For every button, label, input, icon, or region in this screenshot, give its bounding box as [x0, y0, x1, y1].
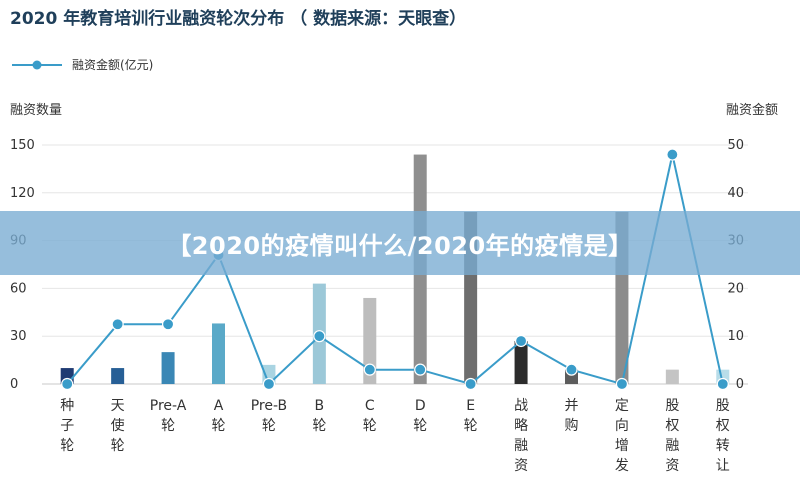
banner-text: 【2020的疫情叫什么/2020年的疫情是】	[167, 231, 633, 260]
category-label: Pre-B 轮	[251, 398, 287, 434]
right-tick-label: 10	[727, 329, 744, 344]
series-point	[313, 330, 326, 343]
right-tick-label: 40	[727, 186, 744, 201]
category-label: 战略融资	[514, 398, 528, 474]
category-label: Pre-A 轮	[150, 398, 187, 434]
series-line	[66, 154, 724, 386]
banner-overlay: 【2020的疫情叫什么/2020年的疫情是】	[0, 211, 800, 275]
series-point	[414, 363, 427, 376]
right-tick-label: 50	[727, 138, 744, 153]
category-label: 天使轮	[111, 398, 125, 454]
series-point	[61, 377, 74, 391]
series-point	[262, 377, 276, 391]
category-label: 种子轮	[60, 398, 74, 454]
left-tick-label: 150	[10, 138, 35, 153]
bar	[363, 297, 377, 384]
bar	[212, 323, 225, 384]
legend: 融资金额(亿元)	[12, 57, 153, 72]
bar	[111, 368, 125, 384]
series-point	[464, 377, 477, 391]
series-point	[111, 318, 124, 331]
bar	[665, 369, 679, 384]
left-tick-label: 30	[10, 329, 27, 344]
series-point	[161, 318, 175, 331]
chart-title: 2020 年教育培训行业融资轮次分布 （ 数据来源：天眼查）	[10, 8, 466, 29]
series-point	[565, 363, 578, 376]
category-label: 定向增发	[615, 398, 629, 474]
series-point	[716, 377, 729, 391]
bar	[161, 352, 175, 384]
right-tick-label: 20	[727, 281, 744, 296]
amount-series	[61, 148, 729, 391]
series-point	[363, 363, 376, 376]
right-axis-title: 融资金额	[726, 102, 778, 118]
left-tick-label: 0	[10, 377, 18, 392]
category-label: 股权融资	[665, 398, 679, 474]
left-axis-title: 融资数量	[10, 103, 62, 118]
category-label: 并购	[565, 398, 579, 434]
series-point	[615, 377, 629, 391]
category-label: 股权转让	[716, 398, 730, 474]
right-tick-label: 0	[736, 377, 744, 392]
series-point	[666, 148, 679, 161]
legend-label: 融资金额(亿元)	[72, 57, 153, 72]
series-point	[514, 334, 528, 348]
left-tick-label: 60	[10, 281, 27, 296]
category-labels: 种子轮 天使轮 Pre-A 轮 A 轮 Pre-B 轮 B 轮 C 轮 D 轮 E 轮 战略融资 并购 定向增发 股权…	[60, 398, 730, 474]
bar	[514, 340, 528, 384]
legend-marker	[32, 60, 42, 70]
left-tick-label: 120	[10, 186, 35, 201]
